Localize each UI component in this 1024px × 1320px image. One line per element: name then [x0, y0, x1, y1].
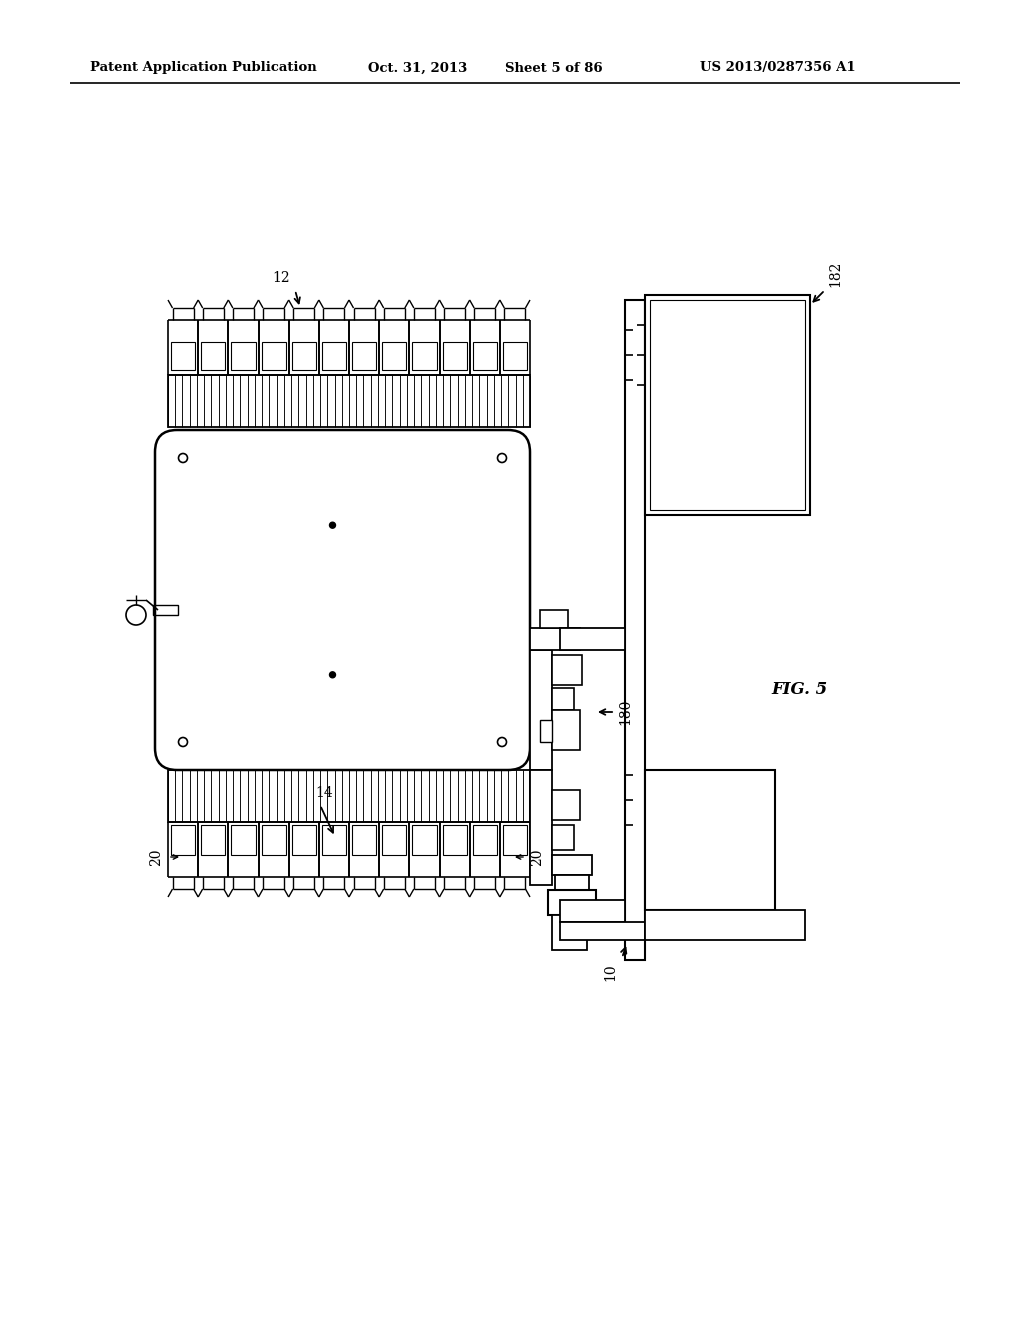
- Text: 20: 20: [530, 849, 544, 866]
- Bar: [530, 628, 580, 649]
- Bar: [168, 375, 530, 426]
- Bar: [560, 921, 645, 940]
- Bar: [322, 825, 346, 855]
- Bar: [168, 770, 530, 822]
- Bar: [442, 342, 467, 370]
- Bar: [560, 628, 625, 649]
- Circle shape: [330, 523, 336, 528]
- Text: Oct. 31, 2013: Oct. 31, 2013: [368, 62, 467, 74]
- Bar: [292, 342, 315, 370]
- Bar: [555, 875, 589, 890]
- Bar: [442, 825, 467, 855]
- Bar: [201, 342, 225, 370]
- Bar: [552, 789, 580, 820]
- Bar: [552, 710, 580, 750]
- Bar: [382, 342, 407, 370]
- Bar: [413, 342, 436, 370]
- Bar: [261, 342, 286, 370]
- Bar: [645, 909, 805, 940]
- Bar: [352, 825, 376, 855]
- Bar: [552, 915, 587, 950]
- FancyBboxPatch shape: [155, 430, 530, 770]
- Bar: [261, 825, 286, 855]
- Bar: [322, 342, 346, 370]
- Text: Patent Application Publication: Patent Application Publication: [90, 62, 316, 74]
- Bar: [171, 342, 196, 370]
- Bar: [382, 825, 407, 855]
- Bar: [548, 890, 596, 915]
- Text: 14: 14: [315, 785, 333, 800]
- Text: FIG. 5: FIG. 5: [772, 681, 828, 698]
- Bar: [552, 855, 592, 875]
- Bar: [503, 342, 527, 370]
- Text: 20: 20: [150, 849, 163, 866]
- Bar: [645, 294, 810, 515]
- Bar: [413, 825, 436, 855]
- Bar: [645, 770, 775, 909]
- Bar: [552, 688, 574, 710]
- Bar: [530, 649, 552, 770]
- Bar: [625, 300, 645, 960]
- Bar: [231, 342, 256, 370]
- Bar: [292, 825, 315, 855]
- Bar: [560, 900, 625, 921]
- Text: 12: 12: [272, 271, 290, 285]
- Text: US 2013/0287356 A1: US 2013/0287356 A1: [700, 62, 856, 74]
- Bar: [552, 825, 574, 850]
- Bar: [171, 825, 196, 855]
- Bar: [231, 825, 256, 855]
- Text: Sheet 5 of 86: Sheet 5 of 86: [505, 62, 603, 74]
- Bar: [552, 655, 582, 685]
- Text: 182: 182: [828, 260, 842, 286]
- Bar: [540, 719, 552, 742]
- Bar: [503, 825, 527, 855]
- Bar: [473, 825, 497, 855]
- Bar: [352, 342, 376, 370]
- Text: 10: 10: [603, 964, 617, 981]
- Circle shape: [330, 672, 336, 677]
- Bar: [540, 610, 568, 628]
- Bar: [650, 300, 805, 510]
- Text: 180: 180: [618, 698, 632, 725]
- Bar: [153, 605, 178, 615]
- Bar: [473, 342, 497, 370]
- Bar: [530, 770, 552, 884]
- Bar: [201, 825, 225, 855]
